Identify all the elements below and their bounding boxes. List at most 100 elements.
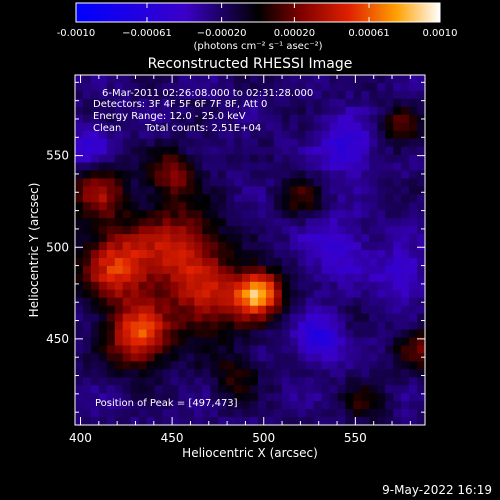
heatmap-cell	[170, 162, 179, 172]
heatmap-cell	[82, 257, 92, 267]
heatmap-cell	[178, 162, 187, 172]
heatmap-cell	[202, 75, 211, 84]
heatmap-cell	[154, 337, 164, 347]
heatmap-cell	[162, 162, 172, 172]
heatmap-cell	[377, 178, 386, 187]
heatmap-cell	[377, 170, 386, 179]
heatmap-cell	[329, 401, 339, 410]
heatmap-cell	[353, 361, 362, 370]
heatmap-cell	[114, 210, 124, 219]
heatmap-cell	[369, 242, 378, 251]
heatmap-cell	[130, 122, 140, 132]
heatmap-cell	[250, 361, 259, 370]
heatmap-cell	[409, 417, 418, 426]
heatmap-cell	[369, 162, 378, 172]
heatmap-cell	[178, 289, 187, 299]
heatmap-cell	[178, 337, 187, 347]
heatmap-cell	[98, 321, 108, 331]
heatmap-cell	[289, 337, 299, 347]
heatmap-cell	[114, 345, 124, 354]
heatmap-cell	[82, 305, 92, 315]
heatmap-cell	[273, 281, 283, 291]
heatmap-cell	[281, 273, 291, 283]
heatmap-cell	[417, 250, 426, 259]
heatmap-cell	[106, 186, 116, 195]
heatmap-cell	[154, 186, 164, 195]
heatmap-cell	[194, 242, 203, 251]
heatmap-cell	[361, 297, 370, 307]
heatmap-cell	[401, 218, 410, 227]
heatmap-cell	[417, 265, 426, 275]
heatmap-cell	[305, 393, 315, 402]
heatmap-cell	[90, 210, 100, 219]
heatmap-cell	[353, 321, 362, 331]
heatmap-cell	[281, 265, 291, 275]
heatmap-cell	[146, 353, 156, 362]
heatmap-cell	[114, 170, 124, 179]
heatmap-cell	[114, 154, 124, 164]
heatmap-cell	[106, 353, 116, 362]
heatmap-cell	[194, 178, 203, 187]
heatmap-cell	[82, 194, 92, 203]
heatmap-cell	[305, 202, 315, 211]
heatmap-cell	[218, 417, 227, 426]
heatmap-cell	[361, 82, 370, 92]
heatmap-cell	[202, 369, 211, 378]
heatmap-cell	[321, 218, 331, 227]
heatmap-cell	[329, 114, 339, 124]
heatmap-cell	[106, 337, 116, 347]
heatmap-cell	[234, 321, 243, 331]
heatmap-cell	[257, 377, 267, 386]
heatmap-cell	[218, 377, 227, 386]
heatmap-cell	[265, 242, 275, 251]
heatmap-cell	[170, 106, 179, 116]
heatmap-cell	[337, 345, 347, 354]
heatmap-cell	[234, 75, 243, 84]
heatmap-cell	[273, 202, 283, 211]
heatmap-cell	[75, 329, 84, 339]
heatmap-cell	[250, 82, 259, 92]
heatmap-cell	[90, 289, 100, 299]
heatmap-cell	[313, 218, 323, 227]
heatmap-cell	[257, 417, 267, 426]
heatmap-cell	[194, 393, 203, 402]
heatmap-cell	[305, 122, 315, 132]
heatmap-cell	[170, 265, 179, 275]
heatmap-cell	[202, 257, 211, 267]
heatmap-cell	[409, 130, 418, 140]
heatmap-cell	[170, 242, 179, 251]
heatmap-cell	[90, 337, 100, 347]
heatmap-cell	[234, 130, 243, 140]
heatmap-cell	[146, 202, 156, 211]
heatmap-cell	[194, 345, 203, 354]
heatmap-cell	[345, 242, 354, 251]
heatmap-cell	[377, 114, 386, 124]
heatmap-cell	[114, 297, 124, 307]
heatmap-cell	[281, 210, 291, 219]
heatmap-cell	[297, 130, 307, 140]
heatmap-cell	[265, 305, 275, 315]
heatmap-cell	[82, 361, 92, 370]
heatmap-cell	[226, 250, 235, 259]
heatmap-cell	[393, 162, 402, 172]
heatmap-cell	[218, 218, 227, 227]
heatmap-cell	[154, 162, 164, 172]
heatmap-cell	[393, 329, 402, 339]
heatmap-cell	[305, 106, 315, 116]
heatmap-cell	[98, 353, 108, 362]
heatmap-cell	[345, 114, 354, 124]
heatmap-cell	[194, 321, 203, 331]
heatmap-cell	[98, 234, 108, 243]
heatmap-cell	[90, 82, 100, 92]
heatmap-cell	[202, 122, 211, 132]
heatmap-cell	[313, 273, 323, 283]
heatmap-cell	[337, 361, 347, 370]
heatmap-cell	[162, 281, 172, 291]
heatmap-cell	[250, 138, 259, 148]
y-tick-label: 550	[46, 149, 69, 163]
heatmap-cell	[242, 337, 251, 347]
heatmap-cell	[321, 186, 331, 195]
heatmap-cell	[297, 90, 307, 100]
heatmap-cell	[250, 353, 259, 362]
heatmap-cell	[210, 202, 219, 211]
